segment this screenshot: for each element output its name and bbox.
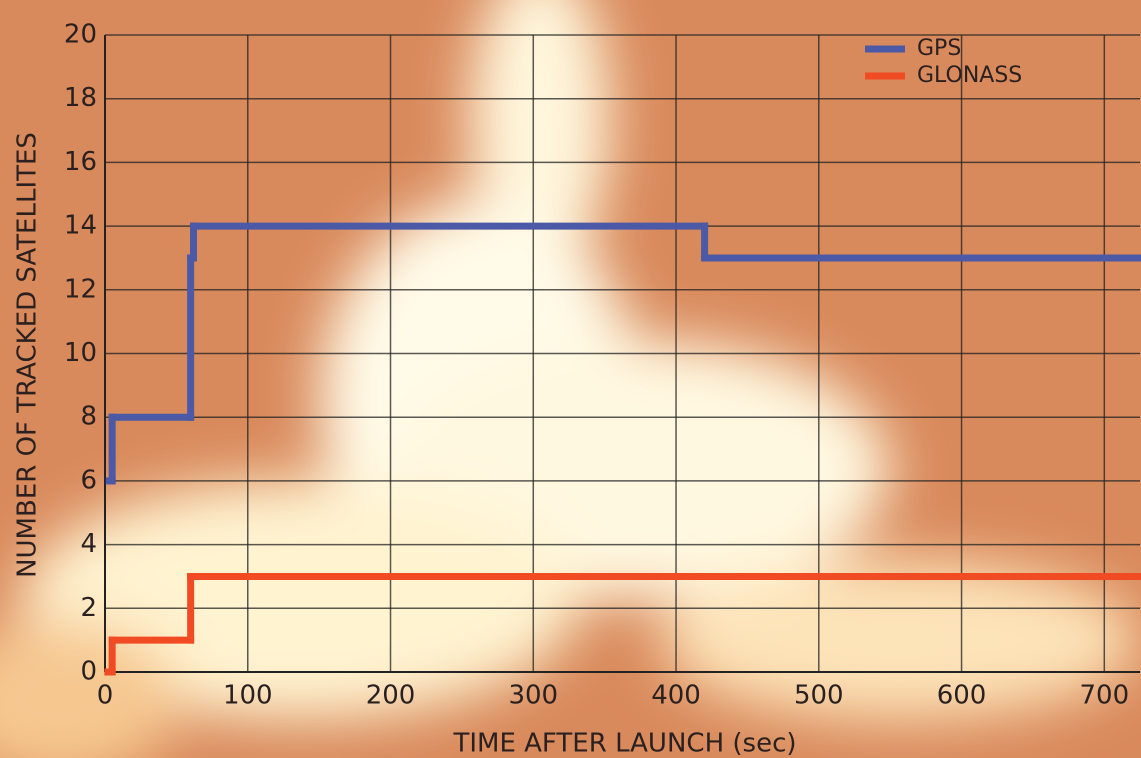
y-tick-label: 18 bbox=[64, 83, 97, 113]
x-tick-label: 600 bbox=[937, 681, 987, 711]
x-tick-label: 500 bbox=[794, 681, 844, 711]
page: TIME AFTER LAUNCH (sec) NUMBER OF TRACKE… bbox=[0, 0, 1141, 758]
x-tick-label: 300 bbox=[508, 681, 558, 711]
background bbox=[0, 0, 1141, 758]
legend-label: GLONASS bbox=[917, 63, 1022, 88]
x-axis-title: TIME AFTER LAUNCH (sec) bbox=[452, 729, 796, 758]
x-tick-label: 100 bbox=[223, 681, 273, 711]
chart: TIME AFTER LAUNCH (sec) NUMBER OF TRACKE… bbox=[0, 0, 1141, 758]
y-tick-label: 6 bbox=[80, 465, 97, 495]
x-tick-label: 200 bbox=[366, 681, 416, 711]
y-tick-label: 14 bbox=[64, 211, 97, 241]
y-tick-label: 16 bbox=[64, 147, 97, 177]
y-tick-label: 20 bbox=[64, 20, 97, 50]
x-tick-label: 700 bbox=[1079, 681, 1129, 711]
y-tick-label: 12 bbox=[64, 274, 97, 304]
y-tick-label: 4 bbox=[80, 529, 97, 559]
y-tick-label: 0 bbox=[80, 657, 97, 687]
legend-label: GPS bbox=[917, 36, 961, 61]
y-tick-label: 8 bbox=[80, 402, 97, 432]
y-axis-title: NUMBER OF TRACKED SATELLITES bbox=[13, 132, 43, 578]
y-tick-label: 2 bbox=[80, 593, 97, 623]
y-tick-label: 10 bbox=[64, 338, 97, 368]
x-tick-label: 400 bbox=[651, 681, 701, 711]
x-tick-label: 0 bbox=[97, 681, 114, 711]
